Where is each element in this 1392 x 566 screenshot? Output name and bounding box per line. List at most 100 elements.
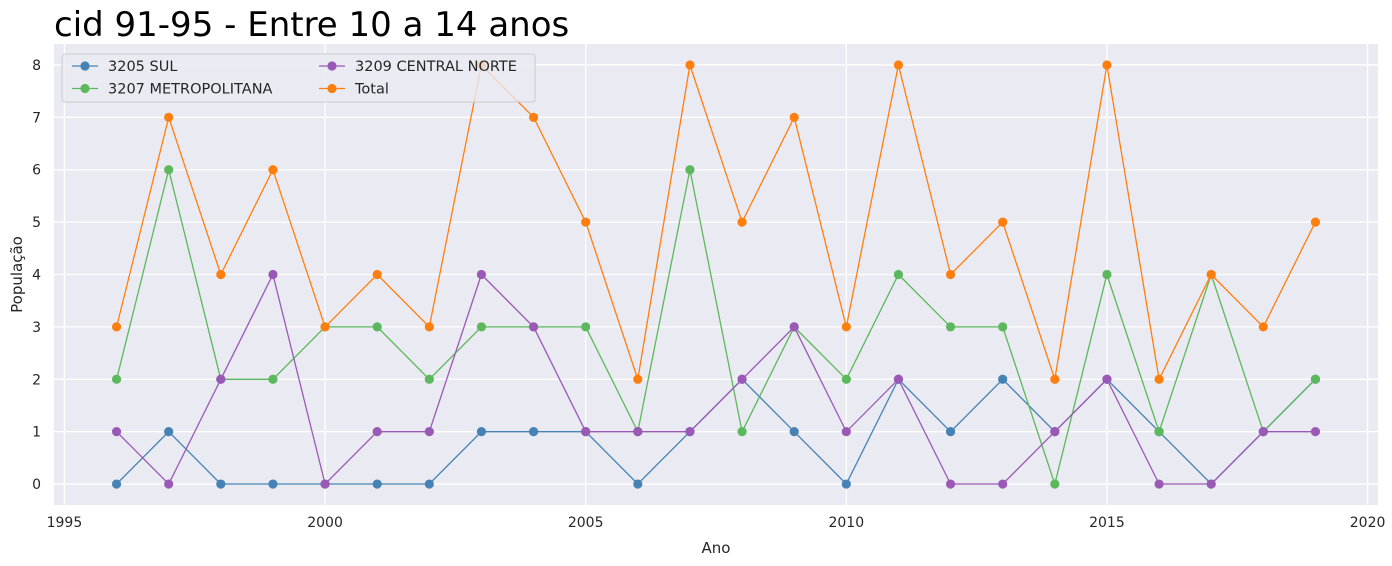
y-tick-label: 2 (32, 372, 41, 388)
legend-marker (327, 61, 337, 71)
data-point (424, 479, 434, 489)
data-point (1310, 217, 1321, 227)
data-point (1154, 374, 1164, 384)
data-point (789, 427, 799, 437)
series-line-3209-central-norte (116, 272, 1316, 486)
x-tick-label: 2000 (307, 515, 343, 531)
data-point (789, 322, 799, 332)
data-point (476, 427, 487, 437)
data-point (841, 322, 851, 332)
data-point (737, 217, 747, 227)
data-point (581, 427, 591, 437)
data-point (320, 322, 330, 332)
y-tick-label: 7 (32, 110, 41, 126)
data-point (1050, 374, 1060, 384)
data-point (945, 479, 956, 489)
legend-item-3209-central-norte: 3209 CENTRAL NORTE (319, 59, 517, 75)
legend-label: Total (354, 82, 389, 98)
data-point (216, 374, 226, 384)
data-point (1154, 427, 1164, 437)
data-point (945, 269, 956, 280)
x-tick-label: 2015 (1089, 515, 1125, 531)
data-point (528, 322, 539, 332)
data-point (164, 427, 174, 437)
data-point (581, 322, 591, 332)
y-tick-label: 8 (32, 58, 41, 74)
data-point (372, 322, 382, 332)
data-point (893, 269, 904, 280)
data-point (789, 112, 799, 122)
data-point (111, 322, 122, 332)
data-point (268, 479, 278, 489)
data-point (1206, 269, 1216, 280)
legend-item-3207-metropolitana: 3207 METROPOLITANA (72, 82, 273, 98)
data-point (633, 427, 643, 437)
data-point (945, 322, 956, 332)
x-tick-label: 1995 (47, 515, 83, 531)
data-point (581, 217, 591, 227)
series-line-total (115, 63, 1316, 382)
y-axis-label: População (8, 236, 26, 313)
y-tick-label: 0 (32, 477, 41, 493)
data-point (164, 479, 174, 489)
data-point (737, 427, 747, 437)
data-point (164, 165, 174, 175)
data-point (476, 269, 487, 280)
x-tick-label: 2020 (1350, 515, 1386, 531)
data-point (424, 374, 434, 384)
data-point (216, 479, 226, 489)
data-point (998, 479, 1008, 489)
data-point (372, 269, 382, 280)
series-total (111, 60, 1321, 384)
data-point (737, 374, 747, 384)
data-point (372, 479, 382, 489)
chart-title: cid 91-95 - Entre 10 a 14 anos (54, 5, 569, 45)
data-point (841, 374, 851, 384)
legend-marker (327, 83, 337, 94)
legend-label: 3209 CENTRAL NORTE (355, 59, 517, 75)
legend-label: 3205 SUL (108, 59, 177, 75)
ticks: 1995 2000 2005 2010 2015 2020 0 1 2 3 4 5 6 7 8 (32, 58, 1385, 531)
data-point (1258, 427, 1268, 437)
legend-box (61, 53, 536, 103)
data-point (1102, 60, 1112, 70)
data-point (216, 269, 226, 280)
y-tick-label: 1 (32, 425, 41, 441)
data-point (633, 479, 643, 489)
data-point (111, 374, 122, 384)
data-point (528, 427, 539, 437)
data-point (424, 322, 434, 332)
data-point (164, 112, 174, 122)
series-layer (111, 60, 1321, 489)
legend-marker (80, 61, 90, 71)
legend-label: 3207 METROPOLITANA (108, 82, 273, 98)
legend: 3205 SUL 3207 METROPOLITANA 3209 CENTRAL N… (61, 53, 536, 103)
legend-item-3205-sul: 3205 SUL (72, 59, 177, 75)
data-point (268, 269, 278, 280)
y-tick-label: 3 (32, 320, 41, 336)
data-point (1154, 479, 1164, 489)
data-point (998, 217, 1008, 227)
data-point (685, 60, 695, 70)
data-point (111, 427, 122, 437)
data-point (476, 322, 487, 332)
data-point (998, 374, 1008, 384)
data-point (998, 322, 1008, 332)
data-point (633, 374, 643, 384)
data-point (1050, 427, 1060, 437)
data-point (111, 479, 122, 489)
data-point (372, 427, 382, 437)
data-point (1258, 322, 1268, 332)
data-point (685, 427, 695, 437)
data-point (1310, 374, 1321, 384)
x-tick-label: 2005 (568, 515, 604, 531)
y-tick-label: 6 (32, 163, 41, 179)
data-point (320, 479, 330, 489)
data-point (1050, 479, 1060, 489)
data-point (685, 165, 695, 175)
legend-marker (80, 83, 90, 94)
data-point (1310, 427, 1321, 437)
data-point (893, 60, 904, 70)
data-point (841, 427, 851, 437)
